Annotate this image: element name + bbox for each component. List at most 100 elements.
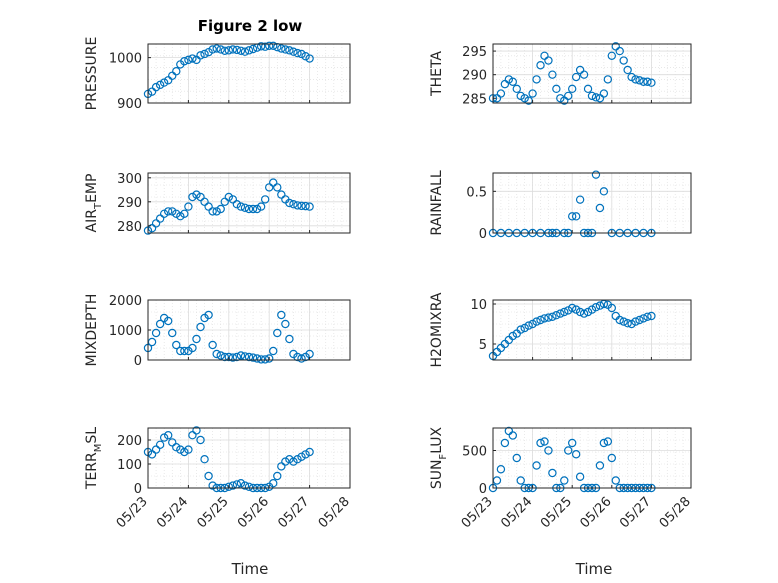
data-point — [281, 319, 290, 329]
data-point — [204, 471, 213, 481]
data-point — [260, 42, 270, 51]
axes-box — [147, 43, 351, 104]
y-tick-label: 2000 — [109, 294, 142, 309]
y-tick-label: 10 — [470, 298, 487, 313]
y-tick-label: 0 — [479, 227, 487, 242]
data-point — [248, 204, 258, 214]
data-point — [216, 45, 225, 54]
data-point — [273, 471, 282, 481]
data-point — [224, 46, 233, 55]
data-point — [623, 319, 632, 328]
data-point — [265, 41, 274, 51]
plot-area — [147, 427, 351, 489]
data-point — [579, 70, 589, 79]
data-point — [228, 195, 238, 204]
data-point — [151, 328, 161, 338]
plot-area — [492, 427, 692, 489]
data-point — [571, 212, 581, 221]
x-tick-label: 05/27 — [275, 494, 312, 531]
data-point — [172, 340, 181, 350]
y-tick-label: 295 — [462, 45, 487, 60]
data-point — [548, 468, 557, 478]
data-point — [564, 446, 573, 455]
y-tick-label: 285 — [462, 92, 487, 107]
data-point — [236, 479, 246, 488]
x-tick-label: 05/25 — [195, 494, 232, 531]
data-point — [293, 352, 302, 362]
data-point — [599, 187, 609, 196]
subplot-terr-msl: 0 100 200 05/23 05/24 05/25 05/26 05/27 05/28 TER… — [84, 426, 353, 531]
data-point — [208, 45, 217, 54]
y-tick-label: 100 — [117, 458, 142, 473]
x-tick-label: 05/28 — [657, 494, 694, 531]
data-point — [544, 446, 553, 455]
data-point — [575, 472, 585, 481]
data-point — [528, 89, 537, 98]
data-point — [188, 192, 197, 202]
x-tick-label: 05/28 — [316, 494, 353, 531]
data-point — [544, 56, 553, 65]
data-point — [603, 75, 613, 84]
data-point — [647, 78, 656, 87]
data-point — [208, 481, 217, 490]
data-point — [273, 328, 282, 338]
data-point — [623, 65, 632, 75]
data-point — [619, 56, 628, 65]
data-point — [591, 93, 601, 102]
data-point — [500, 438, 510, 448]
x-tick-label: 05/26 — [578, 494, 615, 531]
data-point — [607, 453, 617, 463]
x-axis-label-right: Time — [575, 560, 613, 578]
data-point — [212, 207, 221, 216]
y-axis-label: AIRTEMP — [84, 174, 104, 233]
data-point — [204, 310, 213, 320]
data-point — [277, 462, 286, 471]
data-point — [599, 89, 609, 98]
data-point — [200, 49, 209, 59]
data-point — [184, 445, 193, 454]
data-point — [285, 334, 294, 344]
data-point — [293, 455, 302, 464]
data-point — [297, 201, 306, 211]
subplot-h2omixra: 5 10 H2OMIXRA — [429, 292, 692, 368]
plot-area — [492, 299, 692, 361]
axes-box — [147, 172, 351, 234]
data-point — [568, 84, 577, 94]
data-point — [184, 202, 193, 211]
data-point — [568, 438, 577, 448]
data-point — [607, 51, 617, 61]
y-tick-label: 0 — [134, 482, 142, 497]
data-point — [516, 476, 525, 485]
data-point — [180, 346, 189, 356]
data-point — [232, 45, 242, 55]
data-point — [508, 431, 517, 440]
data-point — [297, 354, 306, 363]
data-point — [281, 457, 290, 466]
data-point — [289, 457, 298, 466]
data-point — [220, 197, 229, 206]
subplot-mixdepth: 0 1000 2000 MIXDEPTH — [84, 294, 351, 369]
data-point — [281, 45, 290, 54]
y-tick-label: 0.5 — [466, 185, 487, 200]
data-point — [176, 346, 185, 356]
data-point — [516, 325, 525, 334]
data-point — [159, 209, 169, 218]
data-point — [301, 52, 310, 61]
x-tick-label: 05/25 — [538, 494, 575, 531]
y-tick-label: 1000 — [109, 52, 142, 67]
y-tick-label: 280 — [117, 220, 142, 235]
data-point — [168, 207, 177, 216]
data-point — [583, 84, 593, 94]
data-point — [200, 197, 209, 206]
x-tick-label: 05/23 — [459, 494, 496, 531]
data-point — [595, 203, 605, 213]
data-point — [285, 46, 294, 55]
data-point — [172, 67, 181, 76]
data-point — [293, 201, 302, 210]
data-point — [560, 476, 569, 485]
data-point — [224, 192, 233, 202]
data-point — [236, 46, 246, 56]
axes-box — [492, 172, 692, 234]
data-point — [591, 303, 601, 312]
